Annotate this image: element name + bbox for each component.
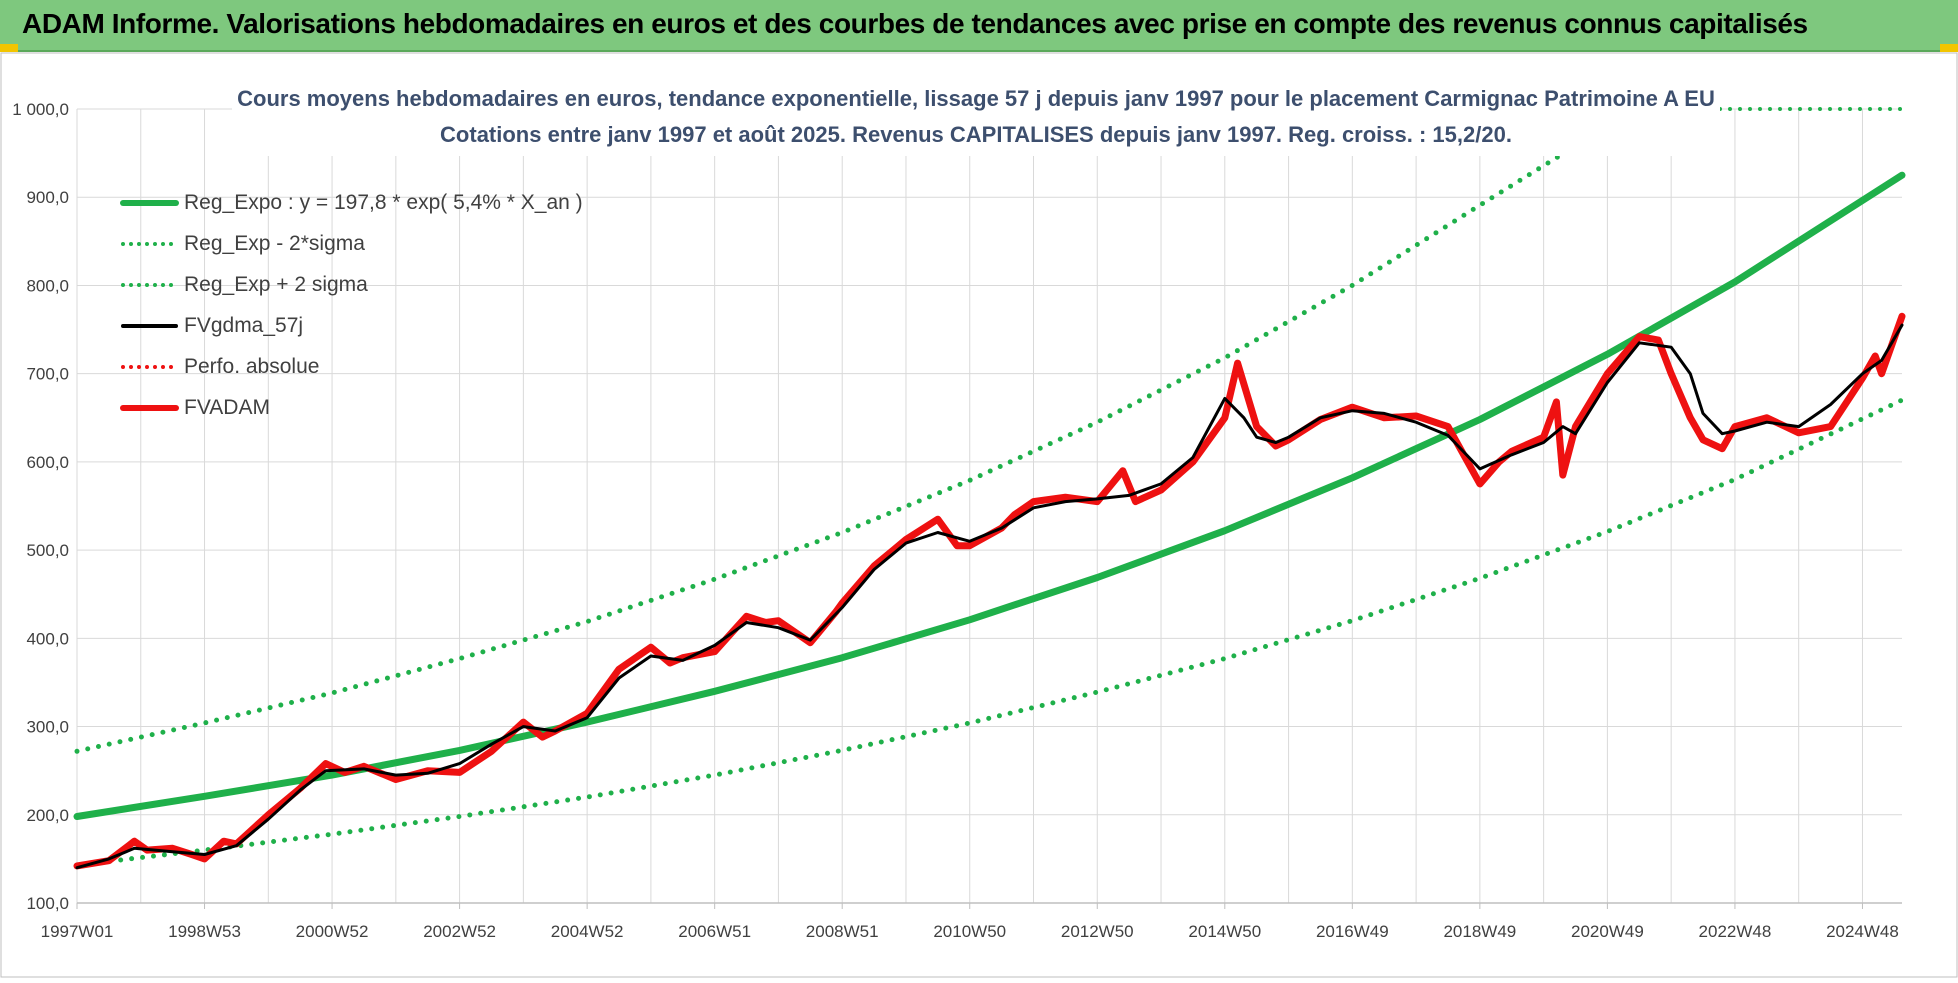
y-tick-label: 100,0 [26, 894, 69, 913]
left-corner-mark [0, 44, 18, 52]
chart-title-block: Cours moyens hebdomadaires en euros, ten… [232, 80, 1720, 156]
x-tick-label: 2024W48 [1826, 922, 1899, 941]
y-tick-label: 500,0 [26, 541, 69, 560]
x-tick-label: 2008W51 [806, 922, 879, 941]
x-tick-label: 2018W49 [1443, 922, 1516, 941]
series-line [73, 171, 1906, 820]
legend-label: FVgdma_57j [184, 314, 303, 337]
legend-label: Perfo. absolue [184, 355, 319, 378]
header-title: ADAM Informe. Valorisations hebdomadaire… [22, 8, 1808, 39]
x-tick-label: 2006W51 [678, 922, 751, 941]
x-axis: 1997W01 1998W53 2000W52 2002W52 2004W52 2006W… [41, 903, 1899, 941]
y-tick-label: 700,0 [26, 365, 69, 384]
series-line [75, 323, 1904, 870]
x-tick-label: 2022W48 [1699, 922, 1772, 941]
y-axis: 100,0 200,0 300,0 400,0 500,0 600,0 700,0 800,0… [12, 100, 69, 913]
x-tick-label: 2014W50 [1188, 922, 1261, 941]
y-tick-label: 800,0 [26, 276, 69, 295]
y-tick-label: 200,0 [26, 806, 69, 825]
x-tick-label: 1998W53 [168, 922, 241, 941]
legend-label: FVADAM [184, 396, 270, 419]
x-tick-label: 2010W50 [933, 922, 1006, 941]
x-tick-label: 2016W49 [1316, 922, 1389, 941]
x-tick-label: 2020W49 [1571, 922, 1644, 941]
series-group [73, 107, 1906, 870]
chart-area: 100,0 200,0 300,0 400,0 500,0 600,0 700,0 800,0… [0, 52, 1958, 978]
legend-label: Reg_Exp - 2*sigma [184, 232, 365, 255]
y-tick-label: 1 000,0 [12, 100, 69, 119]
grid [76, 108, 1902, 904]
y-tick-label: 300,0 [26, 718, 69, 737]
title-background [232, 80, 1720, 156]
x-tick-label: 1997W01 [41, 922, 114, 941]
legend-label: Reg_Expo : y = 197,8 * exp( 5,4% * X_an … [184, 191, 583, 214]
header-bar: ADAM Informe. Valorisations hebdomadaire… [0, 0, 1958, 52]
y-tick-label: 400,0 [26, 629, 69, 648]
chart-border [0, 52, 1958, 978]
x-tick-label: 2004W52 [551, 922, 624, 941]
chart-svg: 100,0 200,0 300,0 400,0 500,0 600,0 700,0 800,0… [0, 52, 1958, 978]
series-line [74, 150, 1567, 754]
x-tick-label: 2000W52 [296, 922, 369, 941]
legend: Reg_Expo : y = 197,8 * exp( 5,4% * X_an … [120, 191, 583, 419]
y-tick-label: 900,0 [26, 188, 69, 207]
y-tick-label: 600,0 [26, 453, 69, 472]
series-line [74, 397, 1905, 868]
right-corner-mark [1940, 44, 1958, 52]
series-line [73, 312, 1906, 870]
chart-title: Cours moyens hebdomadaires en euros, ten… [237, 86, 1715, 111]
legend-label: Reg_Exp + 2 sigma [184, 273, 368, 296]
x-tick-label: 2002W52 [423, 922, 496, 941]
x-tick-label: 2012W50 [1061, 922, 1134, 941]
chart-subtitle: Cotations entre janv 1997 et août 2025. … [440, 122, 1512, 147]
